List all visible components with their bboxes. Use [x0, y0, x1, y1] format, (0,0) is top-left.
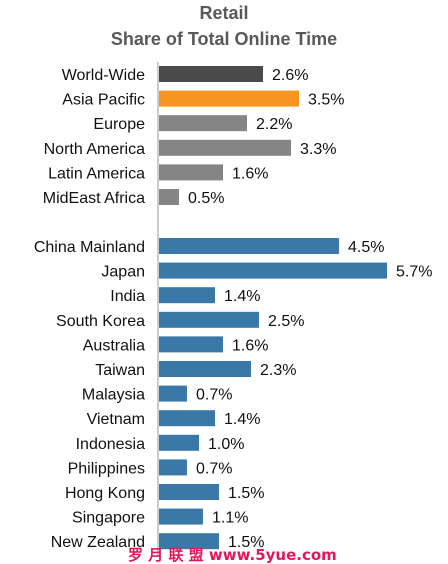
bar — [159, 90, 299, 107]
category-label: World-Wide — [62, 67, 145, 84]
value-label: 0.7% — [196, 460, 232, 477]
category-label: India — [110, 288, 145, 305]
value-label: 3.3% — [300, 141, 336, 158]
category-label: Singapore — [72, 510, 145, 527]
category-label: New Zealand — [51, 534, 145, 551]
category-label: North America — [44, 141, 145, 158]
bar — [159, 484, 219, 500]
value-label: 1.4% — [224, 411, 260, 428]
bar — [159, 164, 223, 181]
category-label: China Mainland — [34, 239, 145, 256]
category-label: Europe — [93, 116, 145, 133]
value-label: 3.5% — [308, 92, 344, 109]
category-label: Asia Pacific — [62, 92, 145, 109]
watermark-text: 罗 月 联 盟 www.5yue.com — [128, 546, 337, 564]
value-label: 2.3% — [260, 362, 296, 379]
bar — [159, 361, 251, 377]
bar — [159, 533, 219, 550]
category-label: Taiwan — [95, 362, 145, 379]
value-label: 2.2% — [256, 116, 292, 133]
bar — [159, 434, 199, 451]
value-label: 0.7% — [196, 387, 232, 404]
value-label: 1.0% — [208, 436, 244, 453]
bar — [159, 410, 215, 427]
category-label: Vietnam — [87, 411, 145, 428]
value-label: 1.5% — [228, 534, 264, 551]
bar — [159, 262, 387, 279]
value-label: 2.5% — [268, 313, 304, 330]
category-label: MidEast Africa — [43, 190, 145, 207]
bar — [159, 385, 187, 402]
bar — [159, 311, 259, 328]
category-label: Malaysia — [82, 387, 145, 404]
bar — [159, 139, 291, 156]
value-label: 0.5% — [188, 190, 224, 207]
category-label: Philippines — [68, 460, 145, 477]
bar — [159, 66, 263, 82]
bar — [159, 238, 339, 254]
category-label: Japan — [101, 264, 145, 281]
category-label: South Korea — [56, 313, 145, 330]
value-label: 1.4% — [224, 288, 260, 305]
category-label: Indonesia — [76, 436, 145, 453]
category-label: Hong Kong — [65, 485, 145, 502]
value-label: 2.6% — [272, 67, 308, 84]
bar — [159, 115, 247, 132]
bar — [159, 508, 203, 525]
category-label: Latin America — [48, 165, 145, 182]
value-label: 1.6% — [232, 165, 268, 182]
bar — [159, 336, 223, 353]
category-label: Australia — [83, 337, 145, 354]
value-label: 1.1% — [212, 510, 248, 527]
bars-layer: World-Wide 2.6% Asia Pacific 3.5% Europe 2.2%… — [34, 66, 432, 551]
bar — [159, 189, 179, 205]
value-label: 4.5% — [348, 239, 384, 256]
bar — [159, 287, 215, 304]
value-label: 1.5% — [228, 485, 264, 502]
chart-subtitle: Share of Total Online Time — [111, 29, 337, 49]
value-label: 1.6% — [232, 337, 268, 354]
chart-title: Retail — [199, 3, 248, 23]
bar — [159, 459, 187, 476]
value-label: 5.7% — [396, 264, 432, 281]
